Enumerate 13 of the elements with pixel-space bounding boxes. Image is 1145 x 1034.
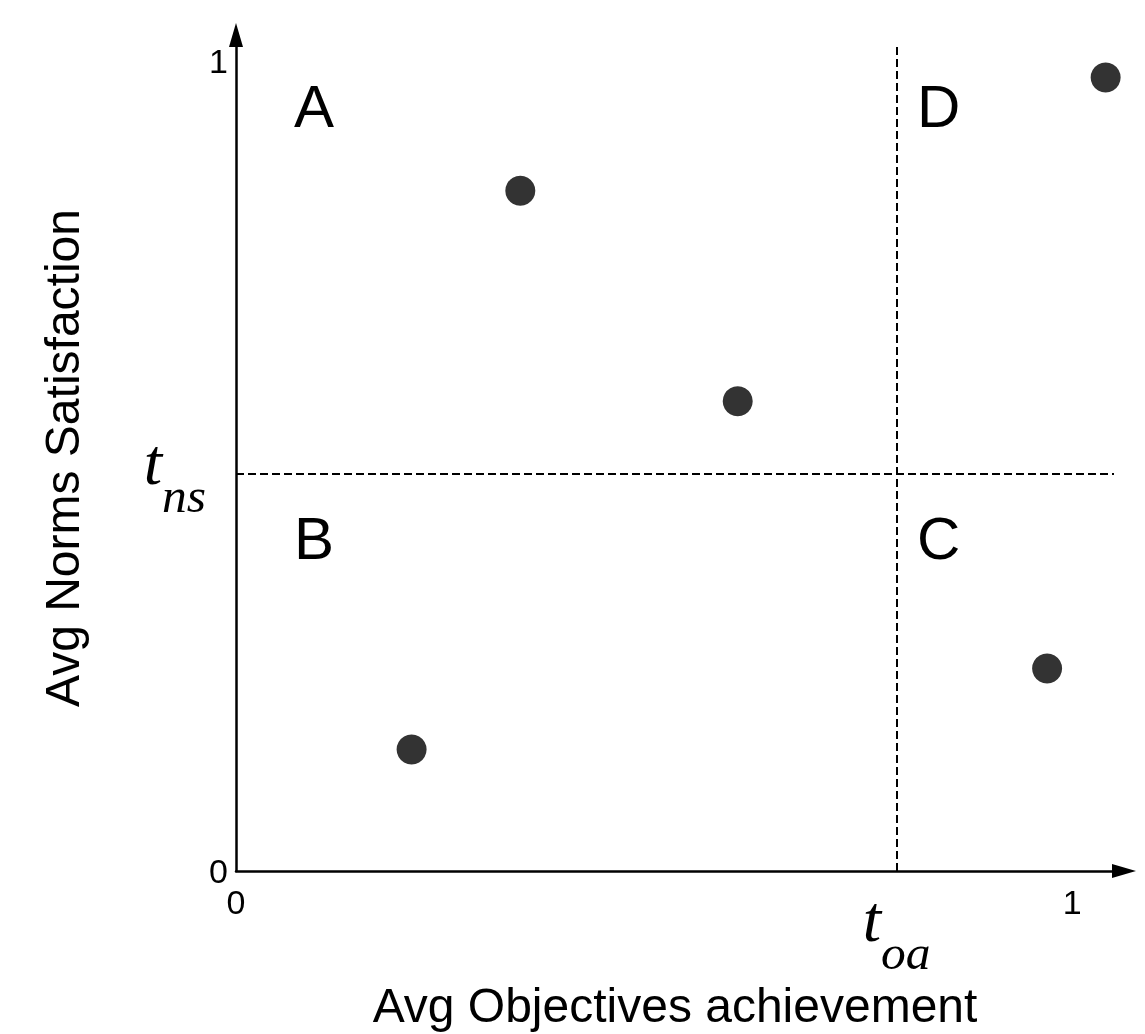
point: [1032, 653, 1063, 684]
point: [1090, 62, 1121, 93]
point: [722, 386, 753, 417]
y-axis-title: Avg Norms Satisfaction: [35, 209, 89, 707]
ref-line-label: t$_{ns}$: [143, 425, 206, 523]
point: [505, 175, 536, 206]
annotation: B: [293, 505, 335, 573]
ref-line-label: t$_{oa}$: [862, 882, 931, 980]
point: [396, 734, 427, 765]
annotation: C: [916, 505, 961, 573]
annotation: D: [916, 73, 961, 140]
annotation: A: [293, 73, 335, 140]
x-axis-title: Avg Objectives achievement: [372, 978, 978, 1032]
